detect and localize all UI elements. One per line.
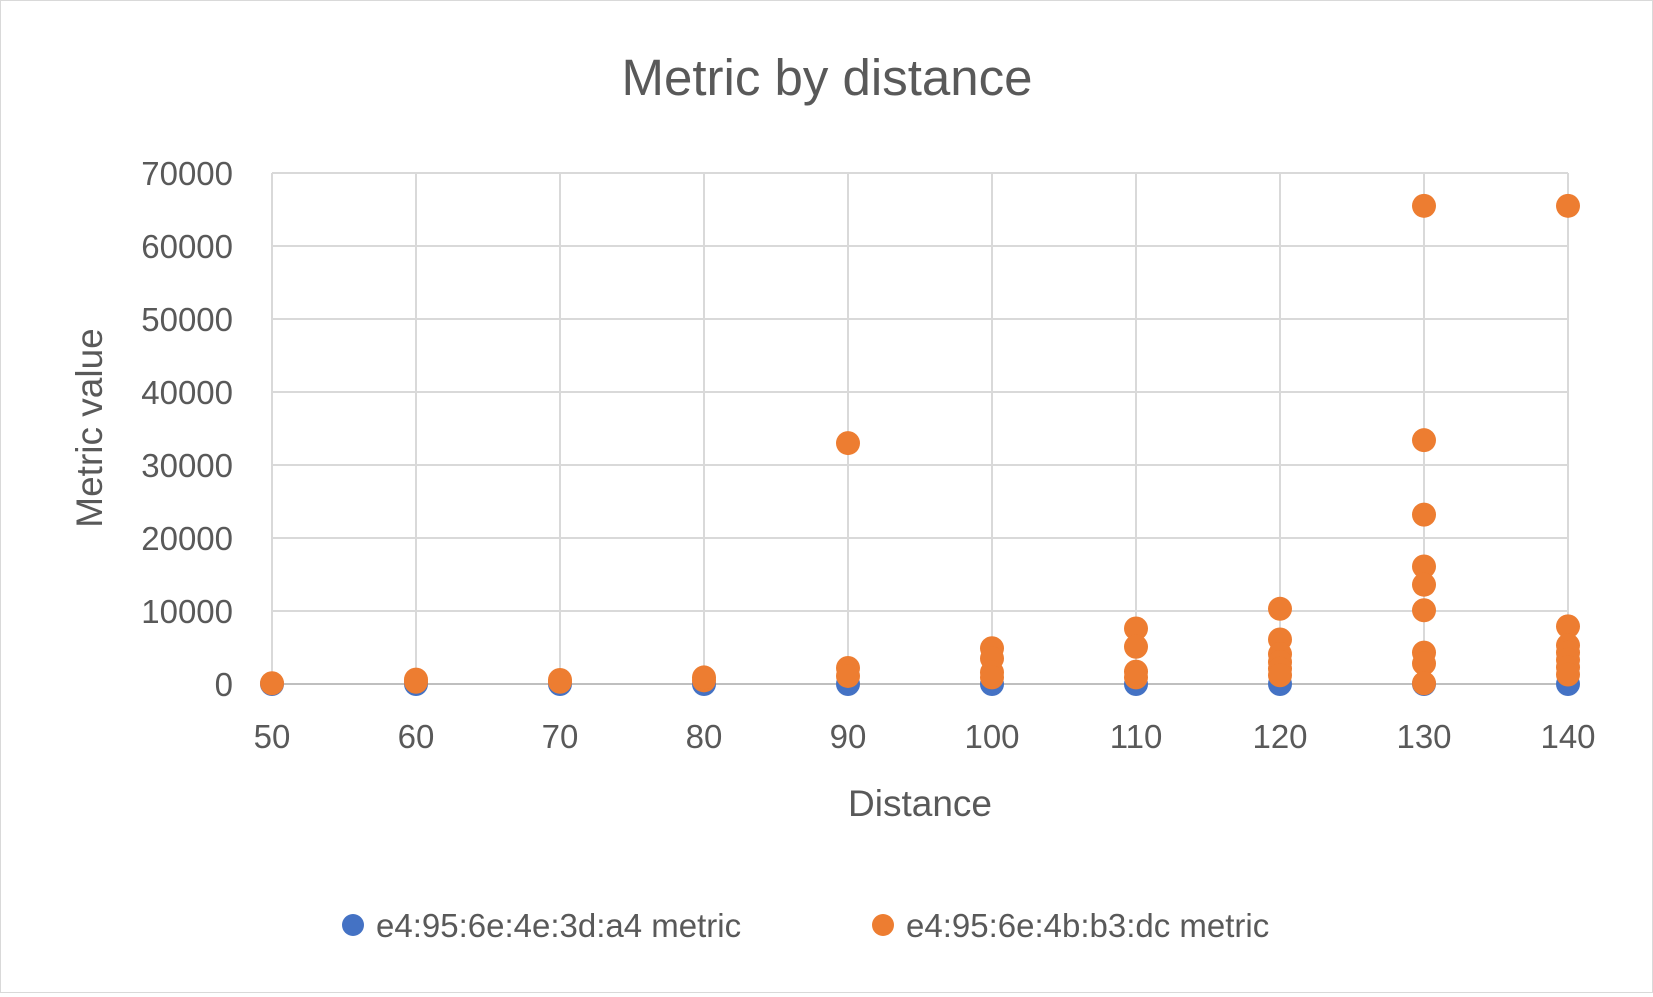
data-point bbox=[1268, 663, 1292, 688]
x-tick-label: 140 bbox=[1540, 718, 1595, 755]
x-tick-label: 90 bbox=[830, 718, 867, 755]
data-point bbox=[1412, 502, 1436, 527]
x-axis-label: Distance bbox=[848, 783, 992, 824]
y-tick-label: 60000 bbox=[141, 228, 233, 265]
data-point bbox=[260, 671, 284, 696]
y-axis-ticks: 0 10000 20000 30000 40000 50000 60000 70000 bbox=[141, 155, 233, 703]
data-point bbox=[1268, 596, 1292, 621]
x-tick-label: 110 bbox=[1110, 718, 1163, 755]
data-point bbox=[1412, 428, 1436, 453]
x-tick-label: 50 bbox=[254, 718, 291, 755]
chart-title: Metric by distance bbox=[622, 49, 1033, 106]
x-axis-ticks: 50 60 70 80 90 100 110 120 130 140 bbox=[254, 718, 1596, 755]
legend: e4:95:6e:4e:3d:a4 metric e4:95:6e:4b:b3:d… bbox=[342, 907, 1269, 944]
legend-label: e4:95:6e:4b:b3:dc metric bbox=[906, 907, 1269, 944]
x-tick-label: 100 bbox=[964, 718, 1019, 755]
data-point bbox=[1412, 671, 1436, 696]
data-points bbox=[260, 193, 1580, 696]
data-point bbox=[1124, 665, 1148, 690]
legend-item: e4:95:6e:4b:b3:dc metric bbox=[872, 907, 1269, 944]
data-point bbox=[1124, 616, 1148, 641]
data-point bbox=[836, 663, 860, 688]
x-tick-label: 120 bbox=[1252, 718, 1307, 755]
y-tick-label: 20000 bbox=[141, 520, 233, 557]
data-point bbox=[1556, 662, 1580, 687]
y-tick-label: 30000 bbox=[141, 447, 233, 484]
data-point bbox=[1412, 554, 1436, 579]
legend-marker bbox=[872, 914, 894, 936]
gridlines bbox=[271, 172, 1569, 685]
series-2 bbox=[260, 193, 1580, 696]
data-point bbox=[1412, 572, 1436, 597]
data-point bbox=[1412, 598, 1436, 623]
data-point bbox=[1556, 193, 1580, 218]
data-point bbox=[1556, 614, 1580, 639]
data-point bbox=[692, 665, 716, 690]
y-tick-label: 0 bbox=[215, 666, 233, 703]
x-tick-label: 80 bbox=[686, 718, 723, 755]
x-tick-label: 130 bbox=[1396, 718, 1451, 755]
legend-marker bbox=[342, 914, 364, 936]
y-tick-label: 50000 bbox=[141, 301, 233, 338]
data-point bbox=[548, 667, 572, 692]
data-point bbox=[980, 665, 1004, 690]
data-point bbox=[1412, 651, 1436, 676]
data-point bbox=[404, 667, 428, 692]
y-tick-label: 10000 bbox=[141, 593, 233, 630]
data-point bbox=[836, 431, 860, 456]
y-axis-label: Metric value bbox=[69, 328, 110, 527]
x-tick-label: 60 bbox=[398, 718, 435, 755]
y-tick-label: 70000 bbox=[141, 155, 233, 192]
legend-item: e4:95:6e:4e:3d:a4 metric bbox=[342, 907, 741, 944]
data-point bbox=[1412, 193, 1436, 218]
data-point bbox=[1124, 634, 1148, 659]
legend-label: e4:95:6e:4e:3d:a4 metric bbox=[376, 907, 741, 944]
x-tick-label: 70 bbox=[542, 718, 579, 755]
y-tick-label: 40000 bbox=[141, 374, 233, 411]
